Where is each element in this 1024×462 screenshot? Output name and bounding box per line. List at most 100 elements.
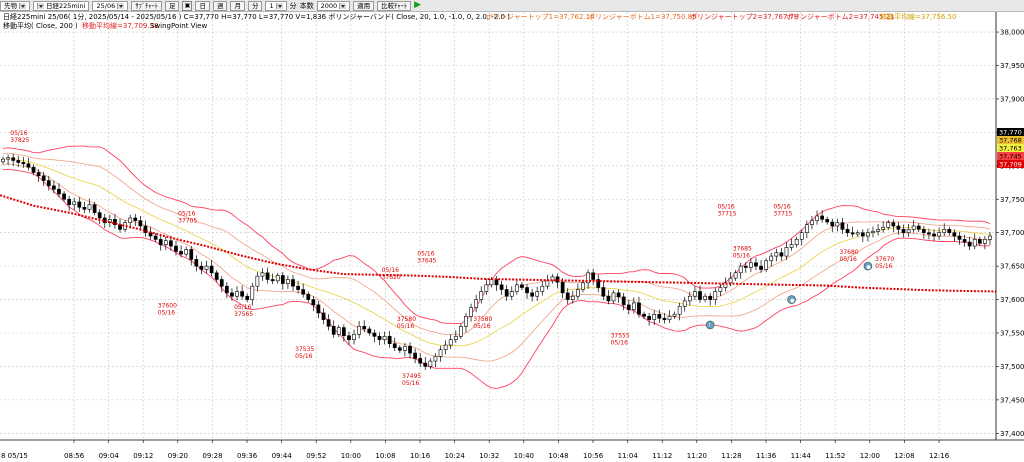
candle-body <box>596 279 601 288</box>
count-input[interactable]: 2000 <box>316 0 351 11</box>
candle-body <box>224 285 229 294</box>
swing-marker-date: 05/16 <box>234 304 251 311</box>
price-chart: 05/163782505/16377053760005/1605/1637565… <box>0 12 1024 462</box>
price-badge <box>997 152 1024 160</box>
price-tick-label: 37,550 <box>1000 330 1024 338</box>
price-tick-label: 37,900 <box>1000 95 1024 103</box>
grid <box>0 12 996 440</box>
candle-body <box>367 328 372 334</box>
swing-marker-price: 05/16 <box>733 253 750 260</box>
bb-bottom1-label: ボリンジャーボトム1=37,750.85 <box>588 13 697 21</box>
candle-body <box>113 219 117 225</box>
candle-body <box>199 265 204 270</box>
candle-body <box>901 229 906 233</box>
candle-body <box>677 305 682 315</box>
swing-point-markers: 05/163782505/16377053760005/1605/1637565… <box>10 130 894 387</box>
candle-body <box>377 336 382 340</box>
candle-body <box>97 212 102 219</box>
candle-body <box>810 220 814 225</box>
chart-toolbar: 先物 日経225mini 25/06 ｻﾌﾞﾁｬｰﾄ 足 ▣ 日 週 月 分 1… <box>0 0 1024 12</box>
candle-body <box>357 326 362 335</box>
candle-body <box>621 296 626 306</box>
candle-body <box>789 244 794 248</box>
time-tick-label: 09:28 <box>202 452 222 460</box>
interval-input[interactable]: 1 <box>265 0 287 11</box>
candle-body <box>209 265 214 274</box>
candle-body <box>489 279 494 286</box>
candle-body <box>804 224 809 233</box>
candle-body <box>540 285 545 292</box>
chevron-down-icon <box>117 2 125 9</box>
swing-marker-date: 05/16 <box>717 204 734 211</box>
candle-body <box>41 175 46 181</box>
candle-body <box>733 272 738 279</box>
candle-body <box>250 285 255 300</box>
swing-marker-price: 37705 <box>178 217 197 224</box>
candle-body <box>133 217 138 221</box>
swing-marker-price: 37565 <box>234 311 253 318</box>
candle-body <box>194 259 199 267</box>
bb-lower-1 <box>2 163 991 362</box>
weekly-button[interactable]: 週 <box>212 0 228 11</box>
candle-body <box>52 185 56 190</box>
price-tick-label: 37,500 <box>1000 363 1024 371</box>
swing-marker-date: 37680 <box>840 249 859 256</box>
swing-marker-price: 05/16 <box>875 263 892 270</box>
monthly-button[interactable]: 月 <box>230 0 245 11</box>
swing-marker-price: 37620 <box>382 274 401 281</box>
candle-body <box>682 300 687 307</box>
candle-body <box>652 313 657 320</box>
candle-body <box>560 281 565 294</box>
instrument-select[interactable]: 先物 <box>0 0 30 11</box>
subchart-button[interactable]: ｻﾌﾞﾁｬｰﾄ <box>131 0 162 11</box>
bb-bottom2-label: ボリンジャーボトム2=37,745.21 <box>786 13 895 21</box>
candle-body <box>128 217 133 223</box>
candle-body <box>601 287 606 297</box>
time-tick-label: 09:52 <box>306 452 326 460</box>
candle-body <box>230 292 234 297</box>
ma-info-label: 移動平均( Close, 200 ) <box>3 21 78 30</box>
apply-button[interactable]: 適用 <box>353 0 375 11</box>
candle-body <box>591 272 596 280</box>
minute-button[interactable]: 分 <box>247 0 263 11</box>
candle-body <box>311 299 316 306</box>
swing-circle <box>705 320 715 330</box>
candle-body <box>82 206 87 210</box>
price-tick-label: 37,700 <box>1000 229 1024 237</box>
candle-body <box>927 232 931 235</box>
compare-chart-button[interactable]: 比較ﾁｬｰﾄ <box>377 0 412 11</box>
contract-select[interactable]: 25/06 <box>92 0 129 11</box>
price-badge-label: 37,768 <box>999 137 1022 145</box>
candle-body <box>977 239 982 244</box>
flag-icon[interactable]: ▶ <box>414 0 422 10</box>
time-tick-label: 10:40 <box>514 452 534 460</box>
candle-body <box>296 285 300 290</box>
candle-body <box>820 215 824 220</box>
candle-body <box>718 287 723 292</box>
time-tick-label: 08:56 <box>64 452 85 460</box>
count-value: 2000 <box>320 1 338 10</box>
product-select[interactable]: 日経225mini <box>33 0 90 11</box>
candle-body <box>672 313 677 317</box>
candle-body <box>850 232 855 235</box>
candle-body <box>87 204 92 210</box>
price-tick-label: 37,450 <box>1000 396 1024 404</box>
bar-type-button[interactable]: 足 <box>164 0 180 11</box>
bb-upper-1 <box>2 152 991 336</box>
candle-body <box>184 249 189 255</box>
chart-type-icon[interactable]: ▣ <box>182 0 193 11</box>
candle-body <box>932 233 936 237</box>
candle-body <box>693 291 697 297</box>
candle-body <box>443 344 448 351</box>
swing-marker-date: 05/16 <box>773 204 790 211</box>
daily-button[interactable]: 日 <box>195 0 210 11</box>
instrument-value: 先物 <box>4 1 17 10</box>
candle-body <box>392 343 397 349</box>
candle-body <box>189 249 194 260</box>
time-tick-label: 10:32 <box>479 452 499 460</box>
candle-body <box>840 222 845 230</box>
chevron-down-icon <box>339 2 347 9</box>
candle-body <box>774 252 779 257</box>
